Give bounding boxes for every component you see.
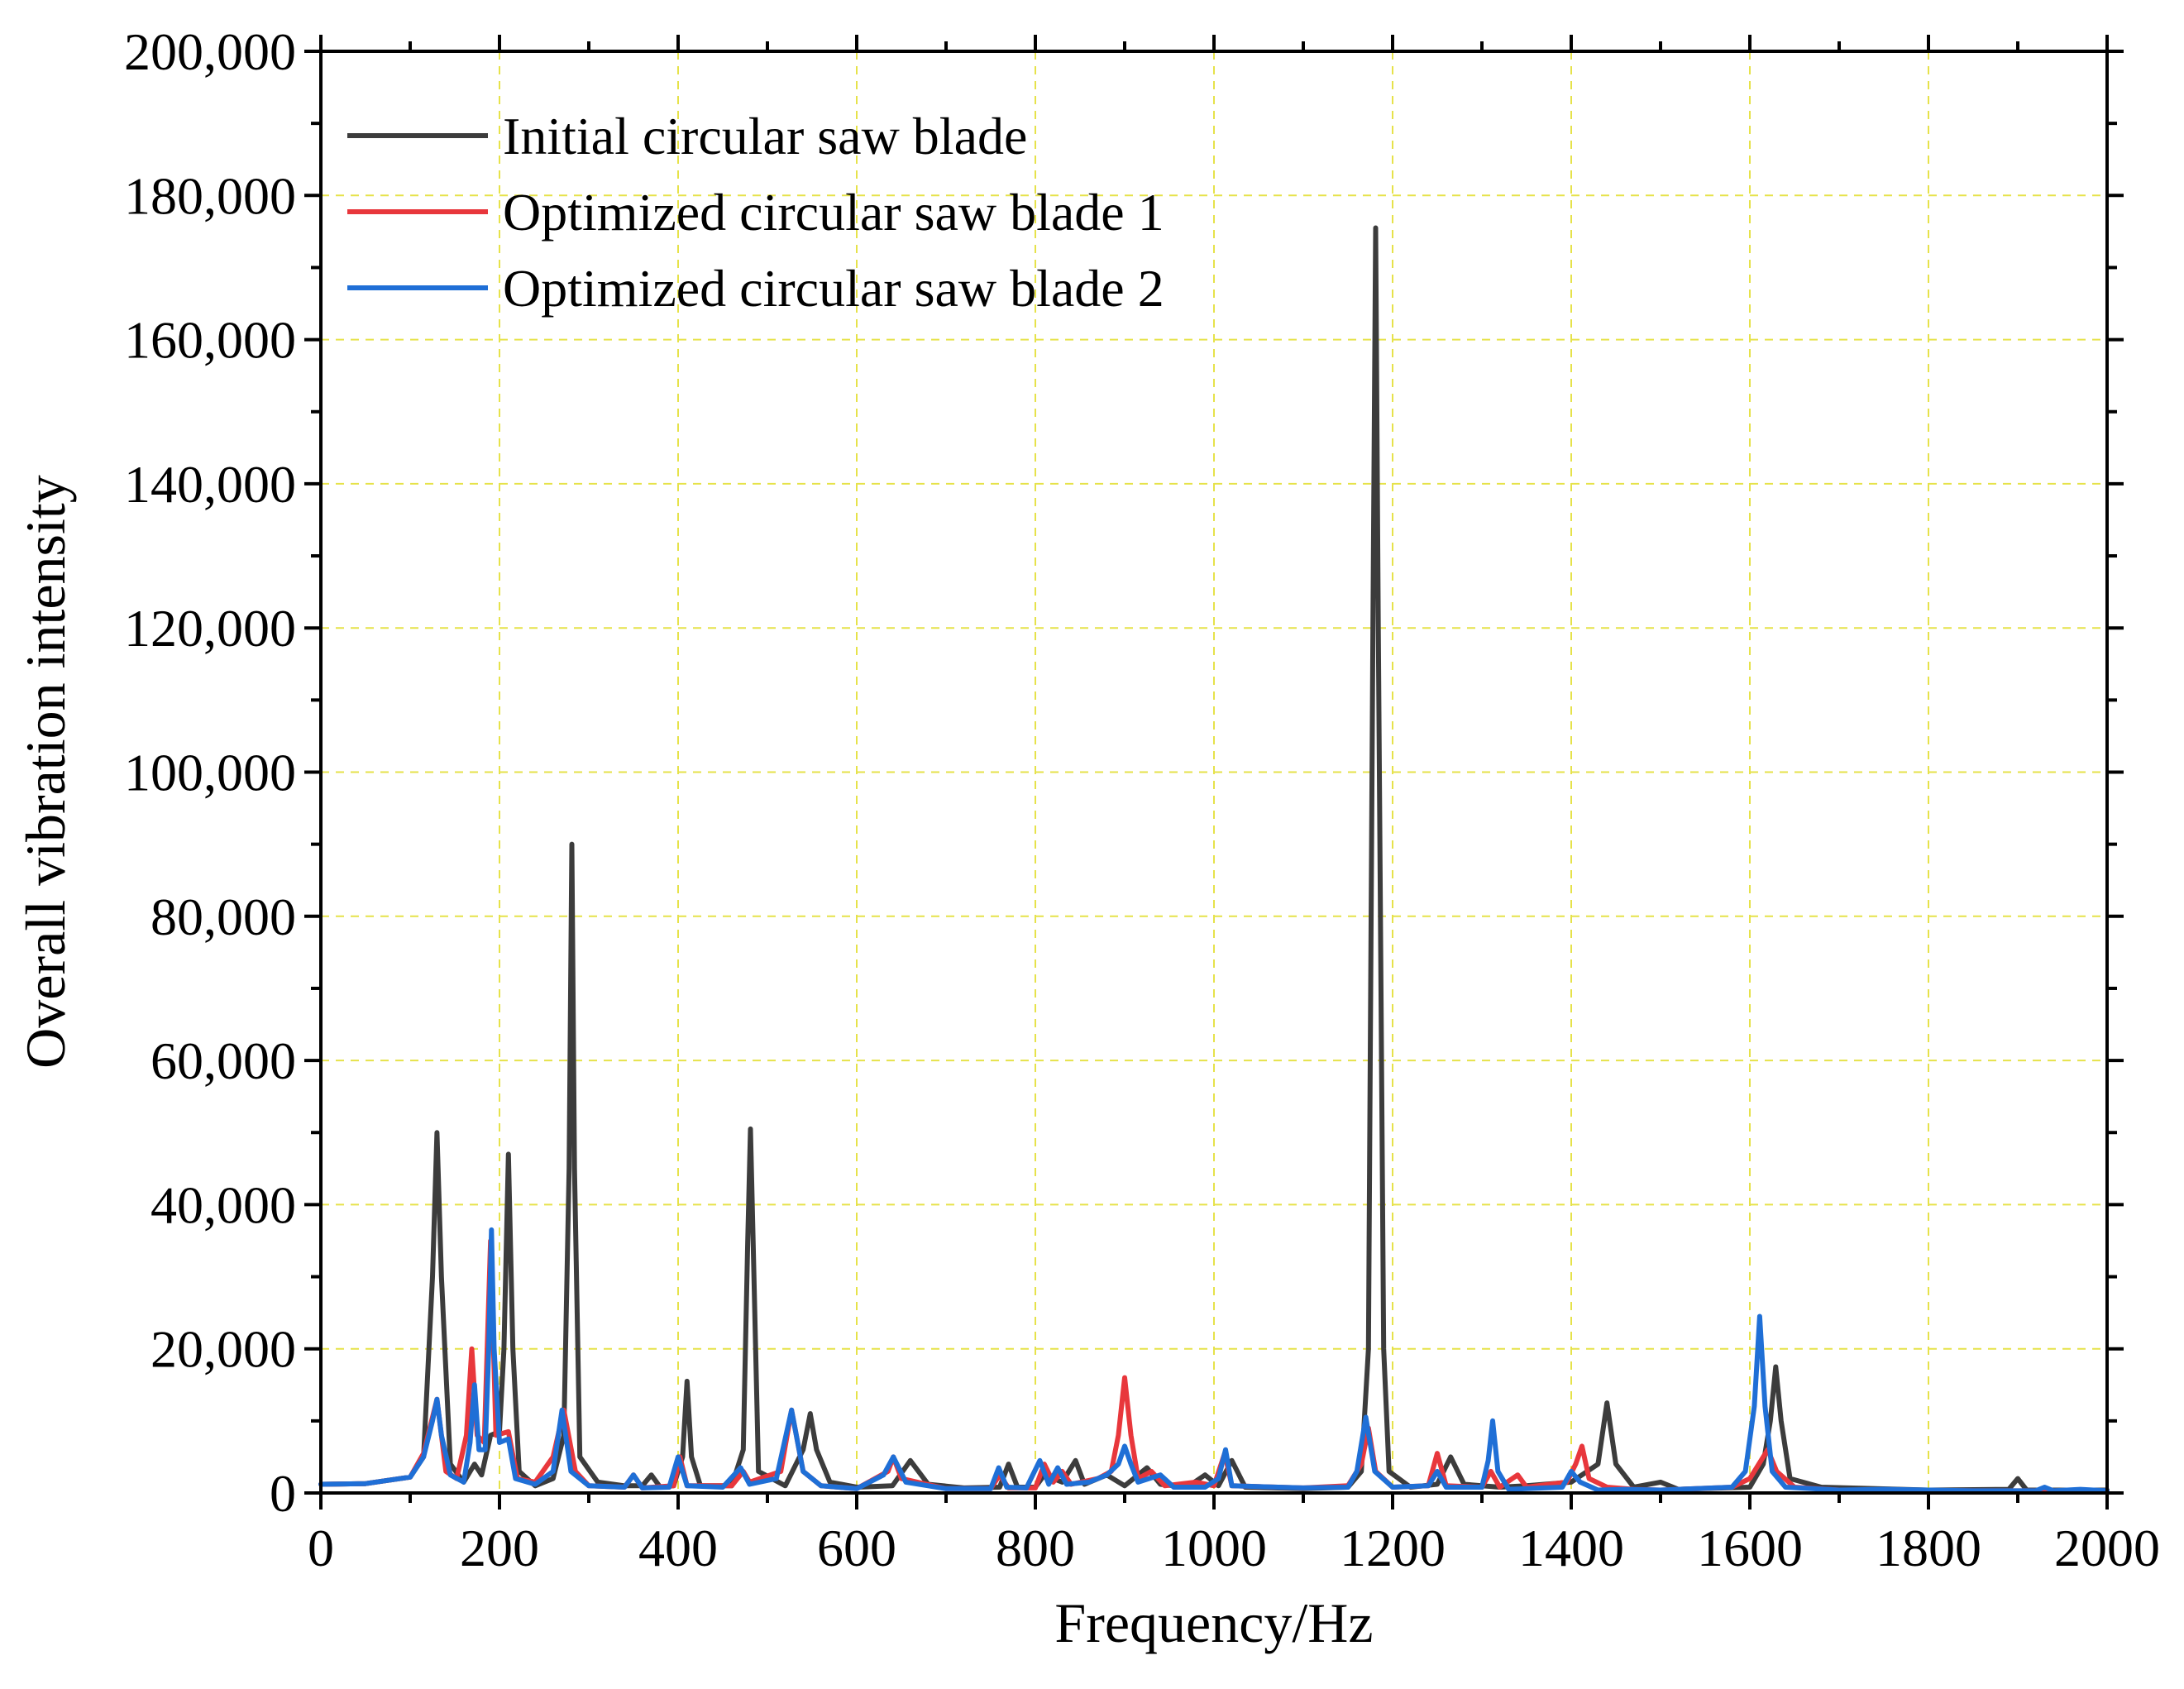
series-layer bbox=[318, 225, 2110, 1494]
legend-label-3: Optimized circular saw blade 2 bbox=[503, 259, 1164, 318]
y-tick-label: 0 bbox=[270, 1464, 296, 1523]
x-tick-label: 1800 bbox=[1876, 1519, 1981, 1577]
y-tick-label: 40,000 bbox=[151, 1175, 296, 1234]
legend: Initial circular saw blade Optimized circ… bbox=[347, 107, 1164, 318]
x-tick-label: 800 bbox=[996, 1519, 1075, 1577]
y-tick-label: 20,000 bbox=[151, 1320, 296, 1379]
y-tick-label: 120,000 bbox=[124, 599, 296, 658]
x-tick-label: 600 bbox=[817, 1519, 896, 1577]
x-tick-label: 1000 bbox=[1161, 1519, 1267, 1577]
grid-layer bbox=[321, 51, 2107, 1493]
x-tick-label: 2000 bbox=[2054, 1519, 2160, 1577]
x-tick-label: 0 bbox=[308, 1519, 334, 1577]
x-tick-label: 400 bbox=[638, 1519, 718, 1577]
legend-label-1: Initial circular saw blade bbox=[503, 107, 1027, 165]
x-tick-label: 1400 bbox=[1518, 1519, 1624, 1577]
y-tick-label: 100,000 bbox=[124, 744, 296, 802]
y-tick-label: 160,000 bbox=[124, 311, 296, 370]
x-tick-label: 1200 bbox=[1340, 1519, 1446, 1577]
y-tick-label: 140,000 bbox=[124, 455, 296, 514]
x-tick-label: 1600 bbox=[1697, 1519, 1803, 1577]
legend-label-2: Optimized circular saw blade 1 bbox=[503, 183, 1164, 242]
x-tick-label: 200 bbox=[460, 1519, 539, 1577]
y-tick-label: 200,000 bbox=[124, 22, 296, 81]
x-axis-title: Frequency/Hz bbox=[1054, 1591, 1373, 1654]
y-tick-label: 80,000 bbox=[151, 888, 296, 946]
series-line-3 bbox=[318, 1227, 2110, 1494]
y-tick-label: 60,000 bbox=[151, 1031, 296, 1090]
y-axis-title: Overall vibration intensity bbox=[14, 475, 77, 1069]
tick-layer: 0 200 400 600 800 1000 1200 1400 1600 1800 2000 0 20… bbox=[124, 22, 2160, 1577]
y-tick-label: 180,000 bbox=[124, 166, 296, 225]
